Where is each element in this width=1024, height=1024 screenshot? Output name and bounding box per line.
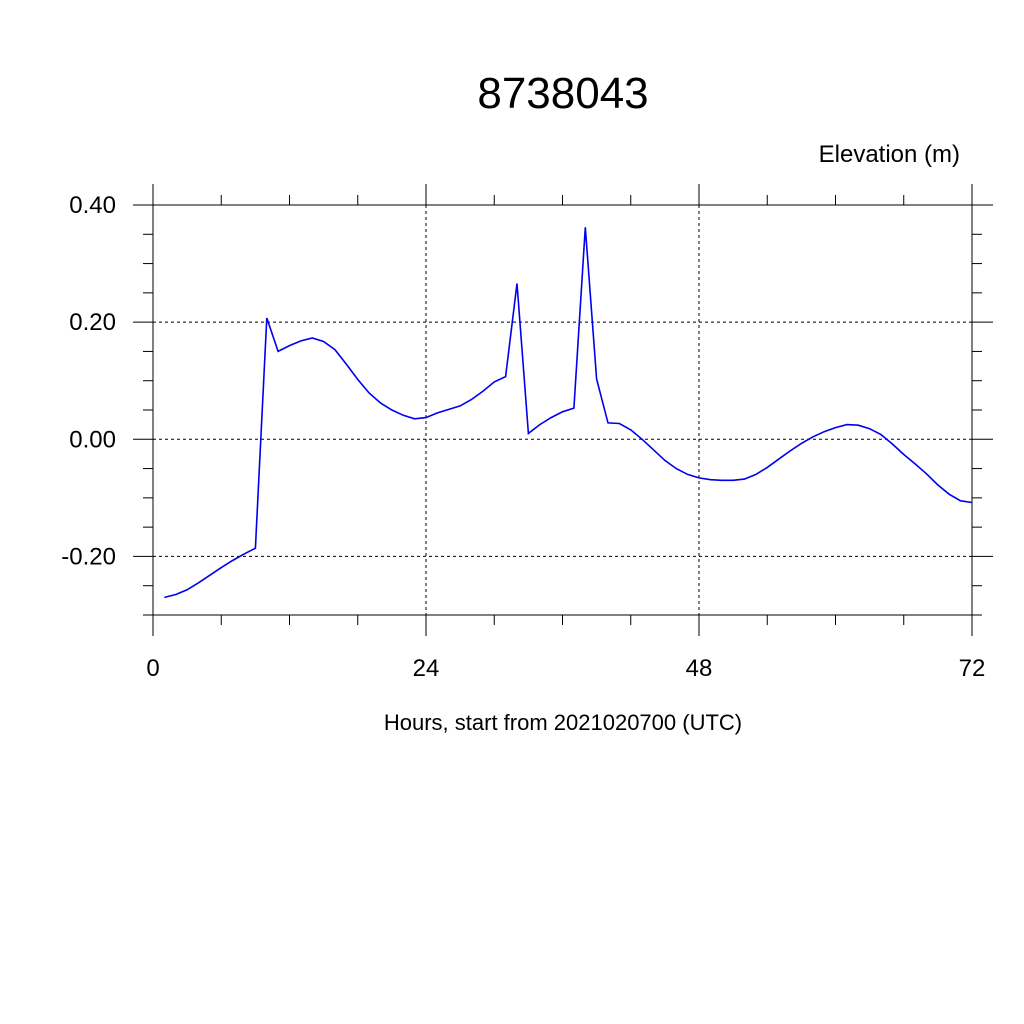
grid xyxy=(152,204,973,615)
y-tick-label: -0.20 xyxy=(61,543,116,570)
x-tick-label: 24 xyxy=(413,655,440,682)
y-tick-label: 0.00 xyxy=(69,426,116,453)
x-tick-label: 0 xyxy=(146,655,159,682)
y-tick-label: 0.20 xyxy=(69,309,116,336)
x-tick-label: 48 xyxy=(686,655,713,682)
plot-frame xyxy=(152,204,973,616)
x-tick-label: 72 xyxy=(959,655,986,682)
x-tick-labels: 0 24 48 72 xyxy=(146,655,985,682)
chart-title: 8738043 xyxy=(477,69,648,118)
axis-ticks xyxy=(133,184,993,636)
y-axis-label: Elevation (m) xyxy=(819,141,960,168)
y-tick-label: 0.40 xyxy=(69,192,116,219)
y-tick-labels: 0.40 0.20 0.00 -0.20 xyxy=(61,192,116,570)
series-line xyxy=(164,227,973,599)
x-axis-label: Hours, start from 2021020700 (UTC) xyxy=(384,710,742,735)
